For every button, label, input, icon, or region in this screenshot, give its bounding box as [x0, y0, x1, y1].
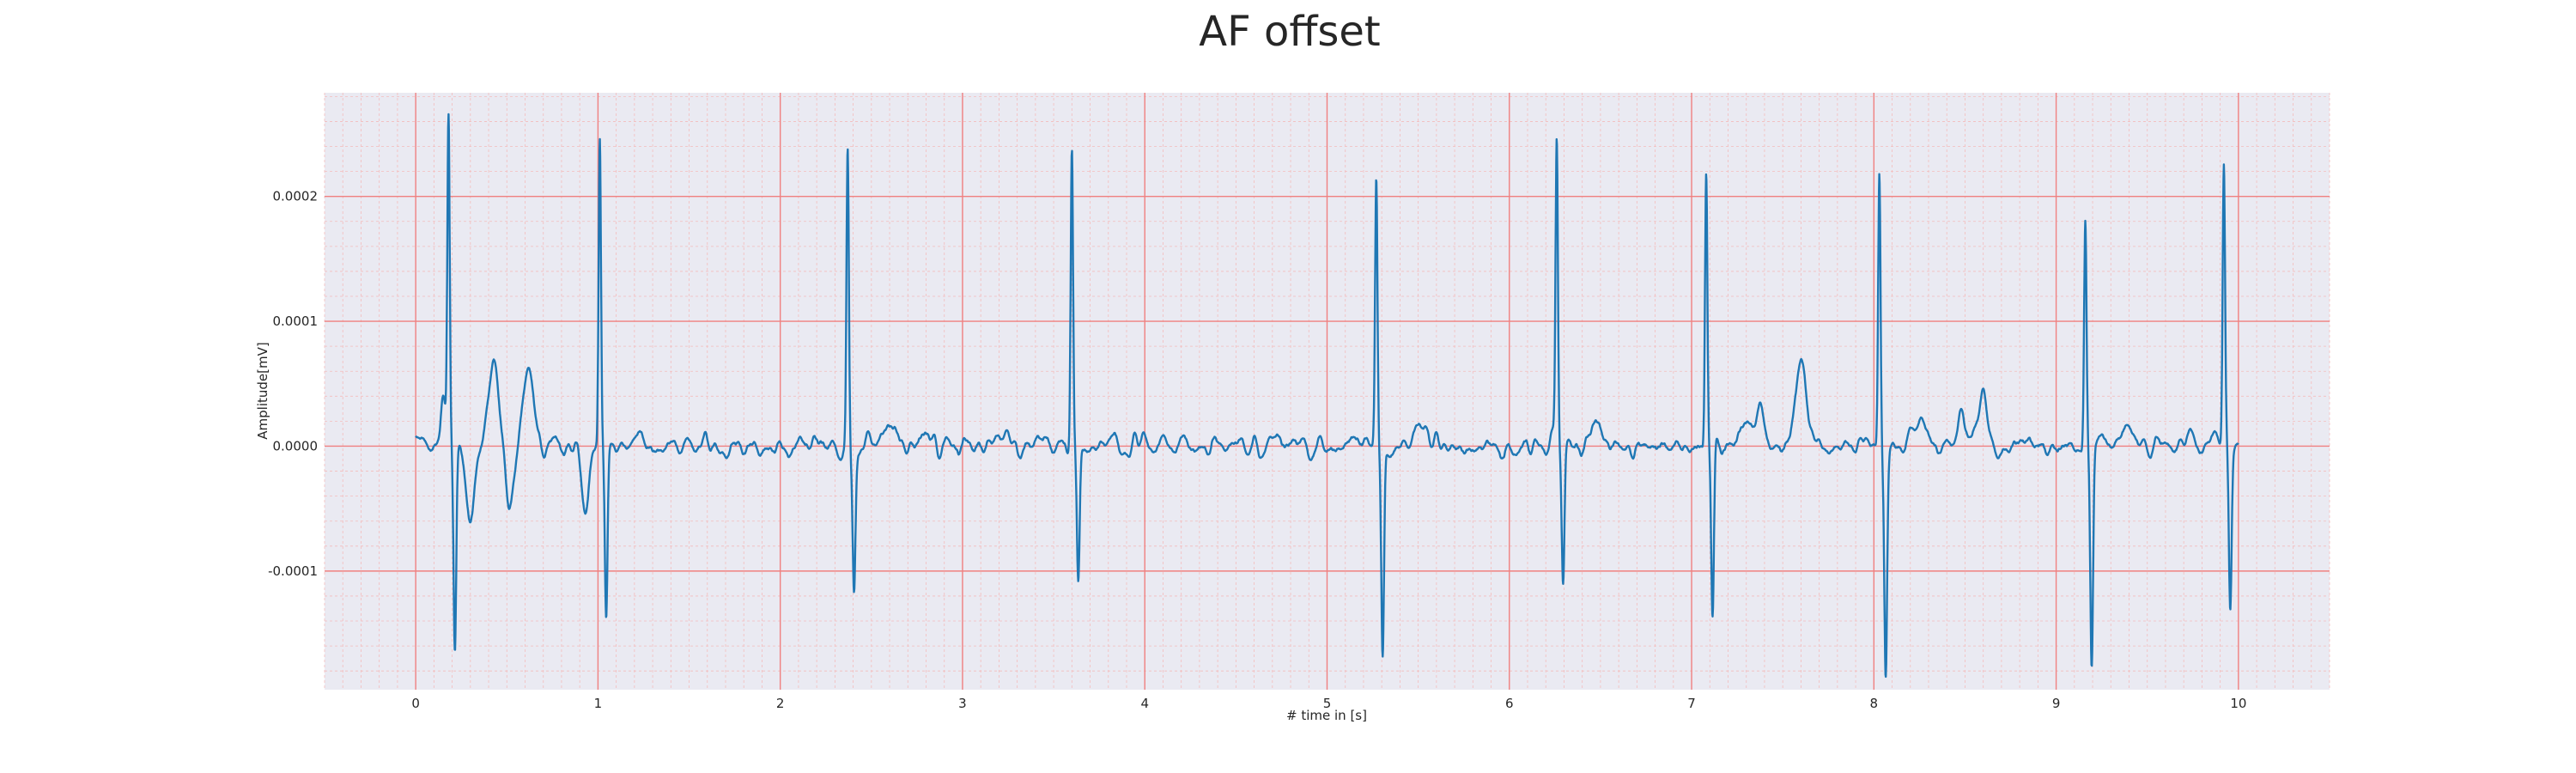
x-tick-label: 6	[1505, 696, 1514, 711]
y-tick-label: 0.0001	[273, 313, 319, 329]
x-axis-label: # time in [s]	[1286, 708, 1367, 723]
x-tick-label: 8	[1870, 696, 1879, 711]
y-tick-label: 0.0002	[273, 189, 319, 204]
y-axis-ticks: -0.0001 0.0000 0.0001 0.0002	[268, 189, 318, 579]
x-tick-label: 1	[594, 696, 603, 711]
x-tick-label: 3	[958, 696, 967, 711]
x-tick-label: 0	[411, 696, 420, 711]
minor-gridlines	[324, 93, 2330, 690]
ecg-signal-line	[415, 113, 2239, 679]
y-tick-label: -0.0001	[268, 563, 318, 579]
x-tick-label: 4	[1140, 696, 1149, 711]
x-tick-label: 5	[1323, 696, 1332, 711]
x-tick-label: 7	[1687, 696, 1696, 711]
y-axis-label: Amplitude[mV]	[255, 342, 270, 439]
x-tick-label: 2	[776, 696, 785, 711]
x-tick-label: 10	[2230, 696, 2246, 711]
major-gridlines	[325, 93, 2330, 690]
chart-title: AF offset	[1199, 8, 1381, 56]
y-tick-label: 0.0000	[273, 438, 319, 453]
x-tick-label: 9	[2052, 696, 2061, 711]
x-axis-ticks: 0 1 2 3 4 5 6 7 8 9 10	[411, 696, 2246, 711]
